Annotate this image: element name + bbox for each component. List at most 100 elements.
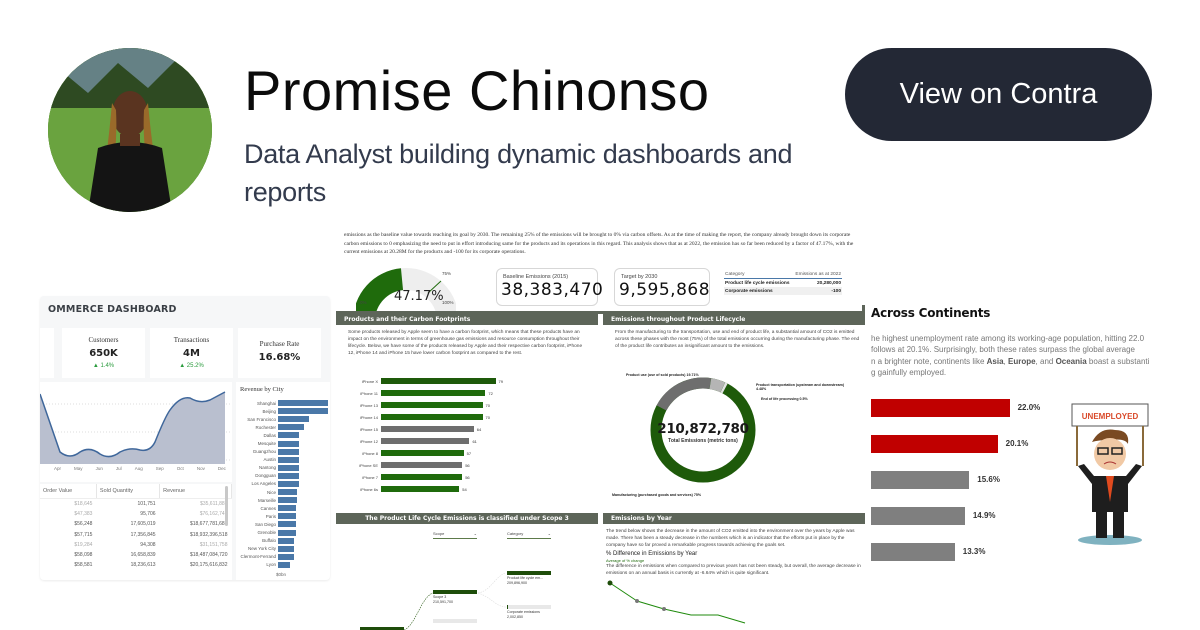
city-bar-row: Austin [236,456,330,464]
unemployment-bar[interactable] [871,399,1010,417]
table-row[interactable]: $57,715 17,356,845 $18,932,396,518 [40,530,232,540]
product-bar[interactable] [381,402,483,408]
bar-value: 20.1% [1005,439,1029,448]
column-header[interactable]: Order Value [40,484,97,499]
city-bar[interactable] [278,424,304,431]
table-row[interactable]: $58,581 18,236,613 $20,175,616,832 [40,560,232,570]
table-row[interactable]: $19,284 94,308 $31,151,758 [40,540,232,550]
city-bar[interactable] [278,497,297,504]
table-row[interactable]: $56,248 17,605,019 $18,677,781,682 [40,519,232,529]
city-bar[interactable] [278,521,296,528]
product-bar[interactable] [381,390,486,396]
tree-node-label: Scope 3 210,591,700 [433,595,453,604]
tree-node-scope1[interactable] [433,619,477,623]
city-bar-row: Rochester [236,423,330,431]
tree-node-corporate[interactable] [507,605,551,609]
bar-value: 61 [472,438,477,444]
unemployment-bar[interactable] [871,471,970,489]
city-bar-row: Mesquite [236,439,330,447]
table-cell: $76,162,748 [199,511,228,518]
section-divider [336,311,865,314]
product-bar[interactable] [381,450,464,456]
city-bar[interactable] [278,464,299,471]
product-bar[interactable] [381,426,474,432]
city-bar[interactable] [278,416,309,423]
city-bar[interactable] [278,480,299,487]
city-bar[interactable] [278,472,299,479]
category-dropdown[interactable]: Category ⌄ [507,531,551,539]
city-bar[interactable] [278,489,297,496]
report-intro-text: emissions as the baseline value towards … [344,232,854,255]
unemployment-report-preview[interactable]: Across Continents he highest unemploymen… [865,300,1200,580]
product-bar-row: iPhone 15 64 [348,425,481,433]
city-label: Grenoble [257,530,276,536]
unemployment-bar[interactable] [871,435,998,453]
city-label: Los Angeles [251,481,276,487]
city-bar[interactable] [278,448,299,455]
tree-node-product-lifecycle[interactable] [507,571,551,575]
x-axis-label: $0bn [276,571,287,577]
emissions-report-preview[interactable]: emissions as the baseline value towards … [336,225,865,630]
kpi-card-customers: Customers 650K ▲ 1.4% [62,328,145,378]
table-scrollbar[interactable] [225,486,228,526]
unemployment-bar[interactable] [871,507,965,525]
table-cell: $18,487,084,720 [189,552,228,559]
gauge-value: 47.17% [394,289,444,304]
city-bar[interactable] [278,432,299,439]
city-bar[interactable] [278,513,296,520]
column-header[interactable]: Revenue [159,484,232,499]
product-bar-row: iPhone 7 56 [348,473,470,481]
section-marker [862,305,866,319]
view-on-contra-button[interactable]: View on Contra [845,48,1152,141]
city-label: Buffalo [262,538,276,544]
city-bar[interactable] [278,408,328,415]
bar-value: 57 [466,450,472,456]
city-bar[interactable] [278,456,299,463]
city-bar[interactable] [278,529,296,536]
cell: Product life cycle emissions [725,280,790,286]
tree-node-root[interactable] [360,627,404,630]
city-bar[interactable] [278,553,294,560]
bar-value: 14.9% [972,511,996,520]
city-bar[interactable] [278,400,328,407]
column-header[interactable]: Sold Quantity [96,484,161,499]
city-bar-row: Dongguan [236,472,330,480]
tree-node-scope3[interactable] [433,590,477,594]
ecommerce-dashboard-preview[interactable]: OMMERCE DASHBOARD Customers 650K ▲ 1.4% … [40,296,330,580]
product-bar[interactable] [381,474,463,480]
city-bar-row: Lyon [236,561,330,569]
product-bar[interactable] [381,414,483,420]
city-bar[interactable] [278,561,290,568]
city-bar[interactable] [278,537,294,544]
table-row[interactable]: $47,383 95,706 $76,162,748 [40,509,232,519]
unemployment-bar[interactable] [871,543,955,561]
table-cell: $58,098 [74,552,93,559]
scope-dropdown[interactable]: Scope ⌄ [433,531,477,539]
city-label: New York City [247,546,276,552]
product-bar-row: iPhone 11 72 [348,389,493,397]
unemployment-text: he highest unemployment rate among its w… [871,334,1150,377]
table-row[interactable]: $58,098 16,658,839 $18,487,084,720 [40,550,232,560]
average-link[interactable]: Average of % change [606,558,645,563]
product-bar[interactable] [381,378,496,384]
product-bar-row: iPhone 6s 54 [348,485,467,493]
product-bar[interactable] [381,438,470,444]
table-cell: $58,581 [74,562,93,569]
city-label: San Diego [254,521,276,527]
table-row[interactable]: $18,645 101,751 $35,611,882 [40,499,232,510]
city-bar[interactable] [278,505,296,512]
dropdown-label: Scope [433,531,445,536]
city-bar[interactable] [278,440,299,447]
monthly-area-chart: Apr May Jun Jul Aug Sep Oct Nov Dec [40,382,232,482]
x-tick: Jun [95,466,103,471]
donut-annotation: Product transportation (upstream and dow… [756,383,845,391]
kpi-card-partial [40,328,54,378]
product-bar[interactable] [381,462,463,468]
kpi-value: 16.68% [258,352,301,363]
kpi-value: 4M [183,348,200,359]
product-bar-row: iPhone 13 70 [348,401,490,409]
city-bar[interactable] [278,545,294,552]
product-bar[interactable] [381,486,460,492]
bar-label: iPhone 11 [360,390,378,396]
bar-value: 56 [465,462,470,468]
